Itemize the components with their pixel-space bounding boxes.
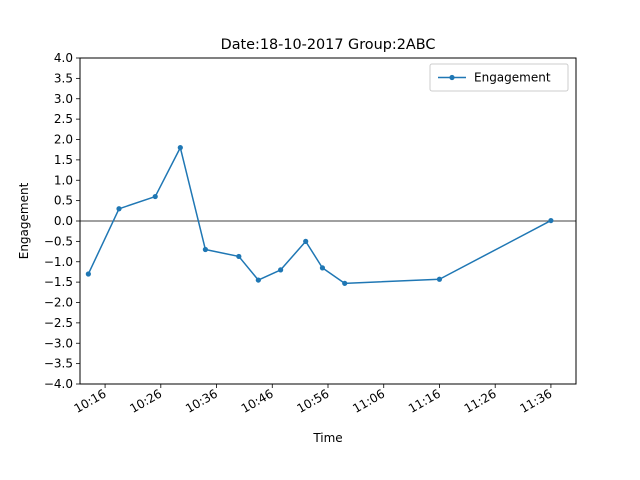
y-tick-label: 0.0 (54, 214, 73, 228)
x-axis-ticks: 10:16 10:26 10:36 10:46 10:56 11:06 11:16 11:26… (72, 384, 554, 416)
data-point (177, 145, 183, 151)
x-tick-label: 10:36 (183, 386, 220, 415)
data-point (319, 265, 326, 271)
x-axis-label: Time (312, 431, 342, 445)
legend-marker-swatch (449, 74, 455, 81)
y-tick-label: −0.5 (44, 234, 73, 248)
y-axis-ticks: −4.0 −3.5 −3.0 −2.5 −2.0 −1.5 −1.0 −0.5 0.0 0.5 1.… (44, 51, 80, 391)
x-tick-label: 11:06 (350, 386, 387, 415)
y-axis-label: Engagement (17, 182, 31, 259)
y-tick-label: 3.5 (54, 71, 73, 85)
data-point (116, 206, 122, 212)
y-tick-label: −4.0 (44, 377, 73, 391)
x-tick-label: 10:16 (72, 386, 109, 415)
x-tick-label: 10:56 (295, 386, 332, 415)
data-point (278, 267, 284, 273)
legend-entry-engagement: Engagement (474, 71, 551, 85)
y-tick-label: 2.0 (54, 133, 73, 147)
x-tick-label: 11:26 (462, 386, 499, 415)
y-tick-label: −2.5 (44, 316, 73, 330)
series-group (85, 145, 554, 286)
y-tick-label: −3.0 (44, 336, 73, 350)
series-line-engagement (87, 146, 552, 285)
data-point (548, 217, 554, 224)
plot-frame (79, 57, 577, 385)
y-tick-label: −1.5 (44, 275, 73, 289)
y-tick-label: 1.5 (54, 153, 73, 167)
data-point (85, 271, 91, 277)
x-tick-label: 11:16 (406, 386, 443, 415)
y-tick-label: 0.5 (54, 194, 73, 208)
data-point (255, 277, 261, 283)
x-tick-label: 10:26 (127, 386, 164, 415)
y-tick-label: 3.0 (54, 92, 73, 106)
data-point (236, 253, 242, 260)
data-point (342, 280, 348, 286)
x-tick-label: 10:46 (239, 386, 276, 415)
data-point (152, 193, 158, 200)
legend-box (429, 63, 569, 92)
legend: Engagement (429, 63, 569, 92)
y-tick-label: −1.0 (44, 255, 73, 269)
y-tick-label: 2.5 (54, 112, 73, 126)
y-tick-label: 4.0 (54, 51, 73, 65)
chart-title: Date:18-10-2017 Group:2ABC (221, 37, 436, 53)
data-point (436, 276, 443, 282)
data-point (303, 238, 309, 244)
y-tick-label: −3.5 (44, 357, 73, 371)
y-tick-label: −2.0 (44, 296, 73, 310)
data-point (202, 246, 208, 253)
y-tick-label: 1.0 (54, 173, 73, 187)
x-tick-label: 11:36 (517, 386, 554, 415)
